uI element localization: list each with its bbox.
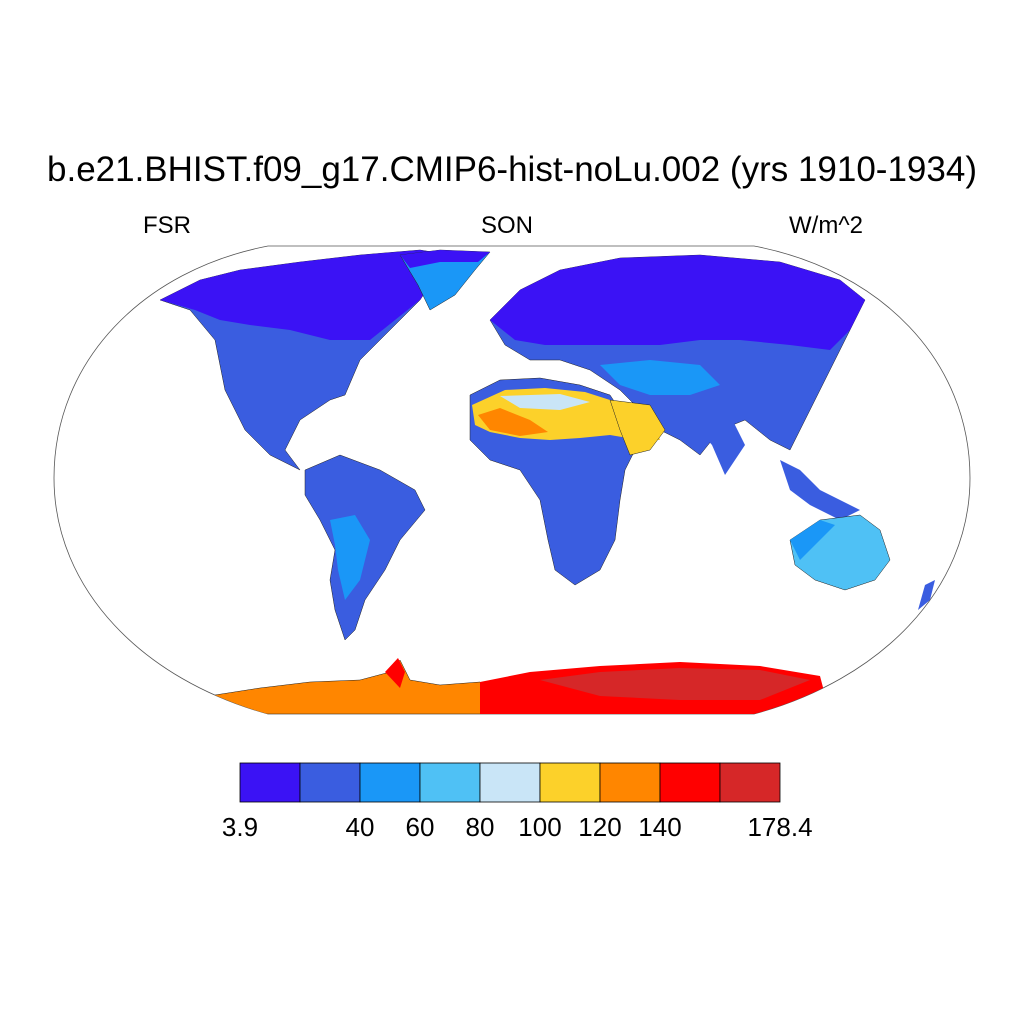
colorbar-swatch xyxy=(419,762,481,803)
central-asia-patch xyxy=(600,360,720,395)
greenland-edge xyxy=(400,250,490,268)
colorbar-swatch xyxy=(659,762,721,803)
colorbar xyxy=(239,762,781,803)
variable-label: FSR xyxy=(143,212,191,239)
new-zealand xyxy=(918,580,935,610)
units-label: W/m^2 xyxy=(789,212,863,239)
india xyxy=(690,415,745,475)
map-title: b.e21.BHIST.f09_g17.CMIP6-hist-noLu.002 … xyxy=(47,150,977,189)
colorbar-swatch xyxy=(299,762,361,803)
colorbar-tick-label: 140 xyxy=(638,812,682,842)
colorbar-tick-label: 178.4 xyxy=(747,812,813,842)
eurasia-north xyxy=(490,255,865,350)
sahara-hot xyxy=(478,408,548,436)
colorbar-swatch xyxy=(719,762,781,803)
antarctic-peninsula xyxy=(385,658,405,688)
antarctica-plateau xyxy=(540,668,810,700)
arabia xyxy=(609,399,666,456)
colorbar-tick-label: 40 xyxy=(345,812,375,842)
colorbar-swatch xyxy=(599,762,661,803)
colorbar-swatch xyxy=(539,762,601,803)
colorbar-tick-label: 80 xyxy=(465,812,495,842)
colorbar-swatch xyxy=(239,762,301,803)
colorbar-swatch xyxy=(359,762,421,803)
australia-edge xyxy=(790,520,835,560)
colorbar-swatch xyxy=(479,762,541,803)
colorbar-tick-label: 100 xyxy=(518,812,562,842)
north-america-north xyxy=(160,250,470,340)
southeast-asia xyxy=(780,460,860,520)
colorbar-tick-label: 120 xyxy=(578,812,622,842)
season-label: SON xyxy=(481,212,534,239)
sahara-light xyxy=(500,394,590,410)
colorbar-tick-label: 60 xyxy=(405,812,435,842)
colorbar-tick-label: 3.9 xyxy=(221,812,259,842)
south-america-patch xyxy=(330,515,370,600)
